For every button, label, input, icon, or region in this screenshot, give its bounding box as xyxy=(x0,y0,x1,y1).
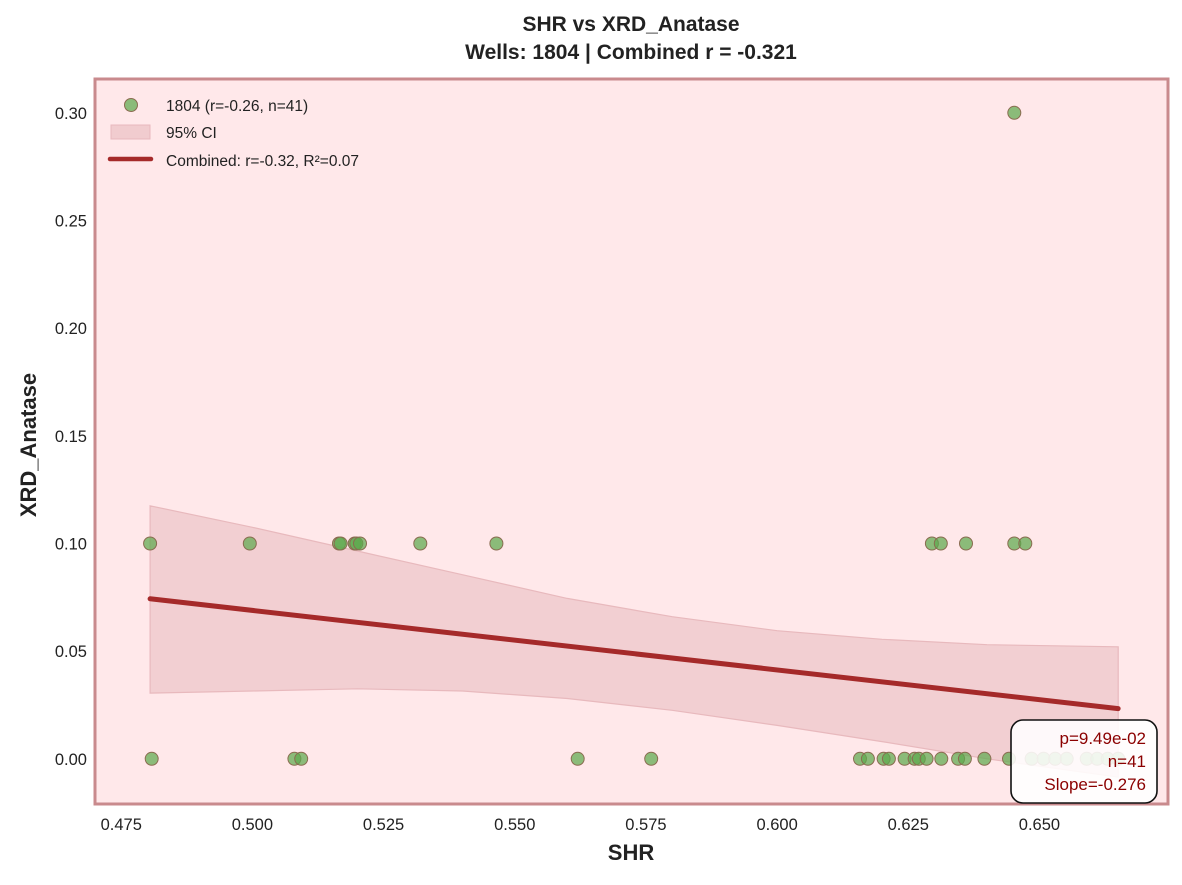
data-point xyxy=(934,751,949,766)
data-point xyxy=(242,536,257,551)
fit-line-layer xyxy=(147,596,1121,712)
data-point xyxy=(1018,536,1033,551)
data-point xyxy=(881,751,896,766)
x-tick-label: 0.625 xyxy=(888,816,929,834)
stats-box-frame xyxy=(1010,719,1158,804)
data-point xyxy=(333,536,348,551)
x-axis-label: SHR xyxy=(608,840,655,865)
plot-frame xyxy=(93,77,1170,806)
y-tick-label: 0.15 xyxy=(55,428,87,446)
chart-subtitle: Wells: 1804 | Combined r = -0.321 xyxy=(465,41,797,64)
legend-ci-swatch xyxy=(110,124,151,140)
data-point xyxy=(644,751,659,766)
chart-title: SHR vs XRD_Anatase xyxy=(522,13,739,36)
data-point xyxy=(353,536,367,551)
y-tick-label: 0.10 xyxy=(55,535,87,553)
x-tick-label: 0.575 xyxy=(625,816,666,834)
data-point xyxy=(144,751,159,766)
data-point xyxy=(860,751,875,766)
y-tick-label: 0.05 xyxy=(55,643,87,661)
y-tick-label: 0.30 xyxy=(55,105,87,123)
x-tick-label: 0.525 xyxy=(363,816,404,834)
legend-ci-label: 95% CI xyxy=(166,125,217,142)
x-tick-label: 0.475 xyxy=(101,816,142,834)
regression-line xyxy=(147,596,1121,712)
data-point xyxy=(413,536,428,551)
x-axis-ticks: 0.475 0.500 0.525 0.550 0.575 0.600 0.625 0.650 xyxy=(101,816,1061,834)
data-point xyxy=(919,751,934,766)
stats-slope: Slope=-0.276 xyxy=(1044,775,1146,794)
stats-p-value: p=9.49e-02 xyxy=(1060,729,1147,748)
data-point xyxy=(489,536,504,551)
stats-n: n=41 xyxy=(1108,752,1146,771)
y-axis-label: XRD_Anatase xyxy=(16,373,41,517)
x-tick-label: 0.650 xyxy=(1019,816,1060,834)
stats-box: p=9.49e-02 n=41 Slope=-0.276 xyxy=(1010,719,1158,804)
x-tick-label: 0.500 xyxy=(232,816,273,834)
legend-point-marker xyxy=(124,98,138,112)
data-point xyxy=(933,536,948,551)
y-axis-ticks: 0.00 0.05 0.10 0.15 0.20 0.25 0.30 xyxy=(55,105,87,769)
y-tick-label: 0.25 xyxy=(55,212,87,230)
y-tick-label: 0.20 xyxy=(55,320,87,338)
data-point xyxy=(570,751,585,766)
legend-fit-label: Combined: r=-0.32, R²=0.07 xyxy=(166,153,359,170)
y-tick-label: 0.00 xyxy=(55,751,87,769)
data-point xyxy=(1007,105,1022,120)
data-point xyxy=(143,536,158,551)
x-tick-label: 0.600 xyxy=(756,816,797,834)
data-point xyxy=(957,751,972,766)
data-point xyxy=(294,751,309,766)
legend-series-label: 1804 (r=-0.26, n=41) xyxy=(166,98,308,115)
data-point xyxy=(959,536,973,551)
x-tick-label: 0.550 xyxy=(494,816,535,834)
data-point xyxy=(977,751,992,766)
legend: 1804 (r=-0.26, n=41) 95% CI Combined: r=… xyxy=(107,98,359,170)
